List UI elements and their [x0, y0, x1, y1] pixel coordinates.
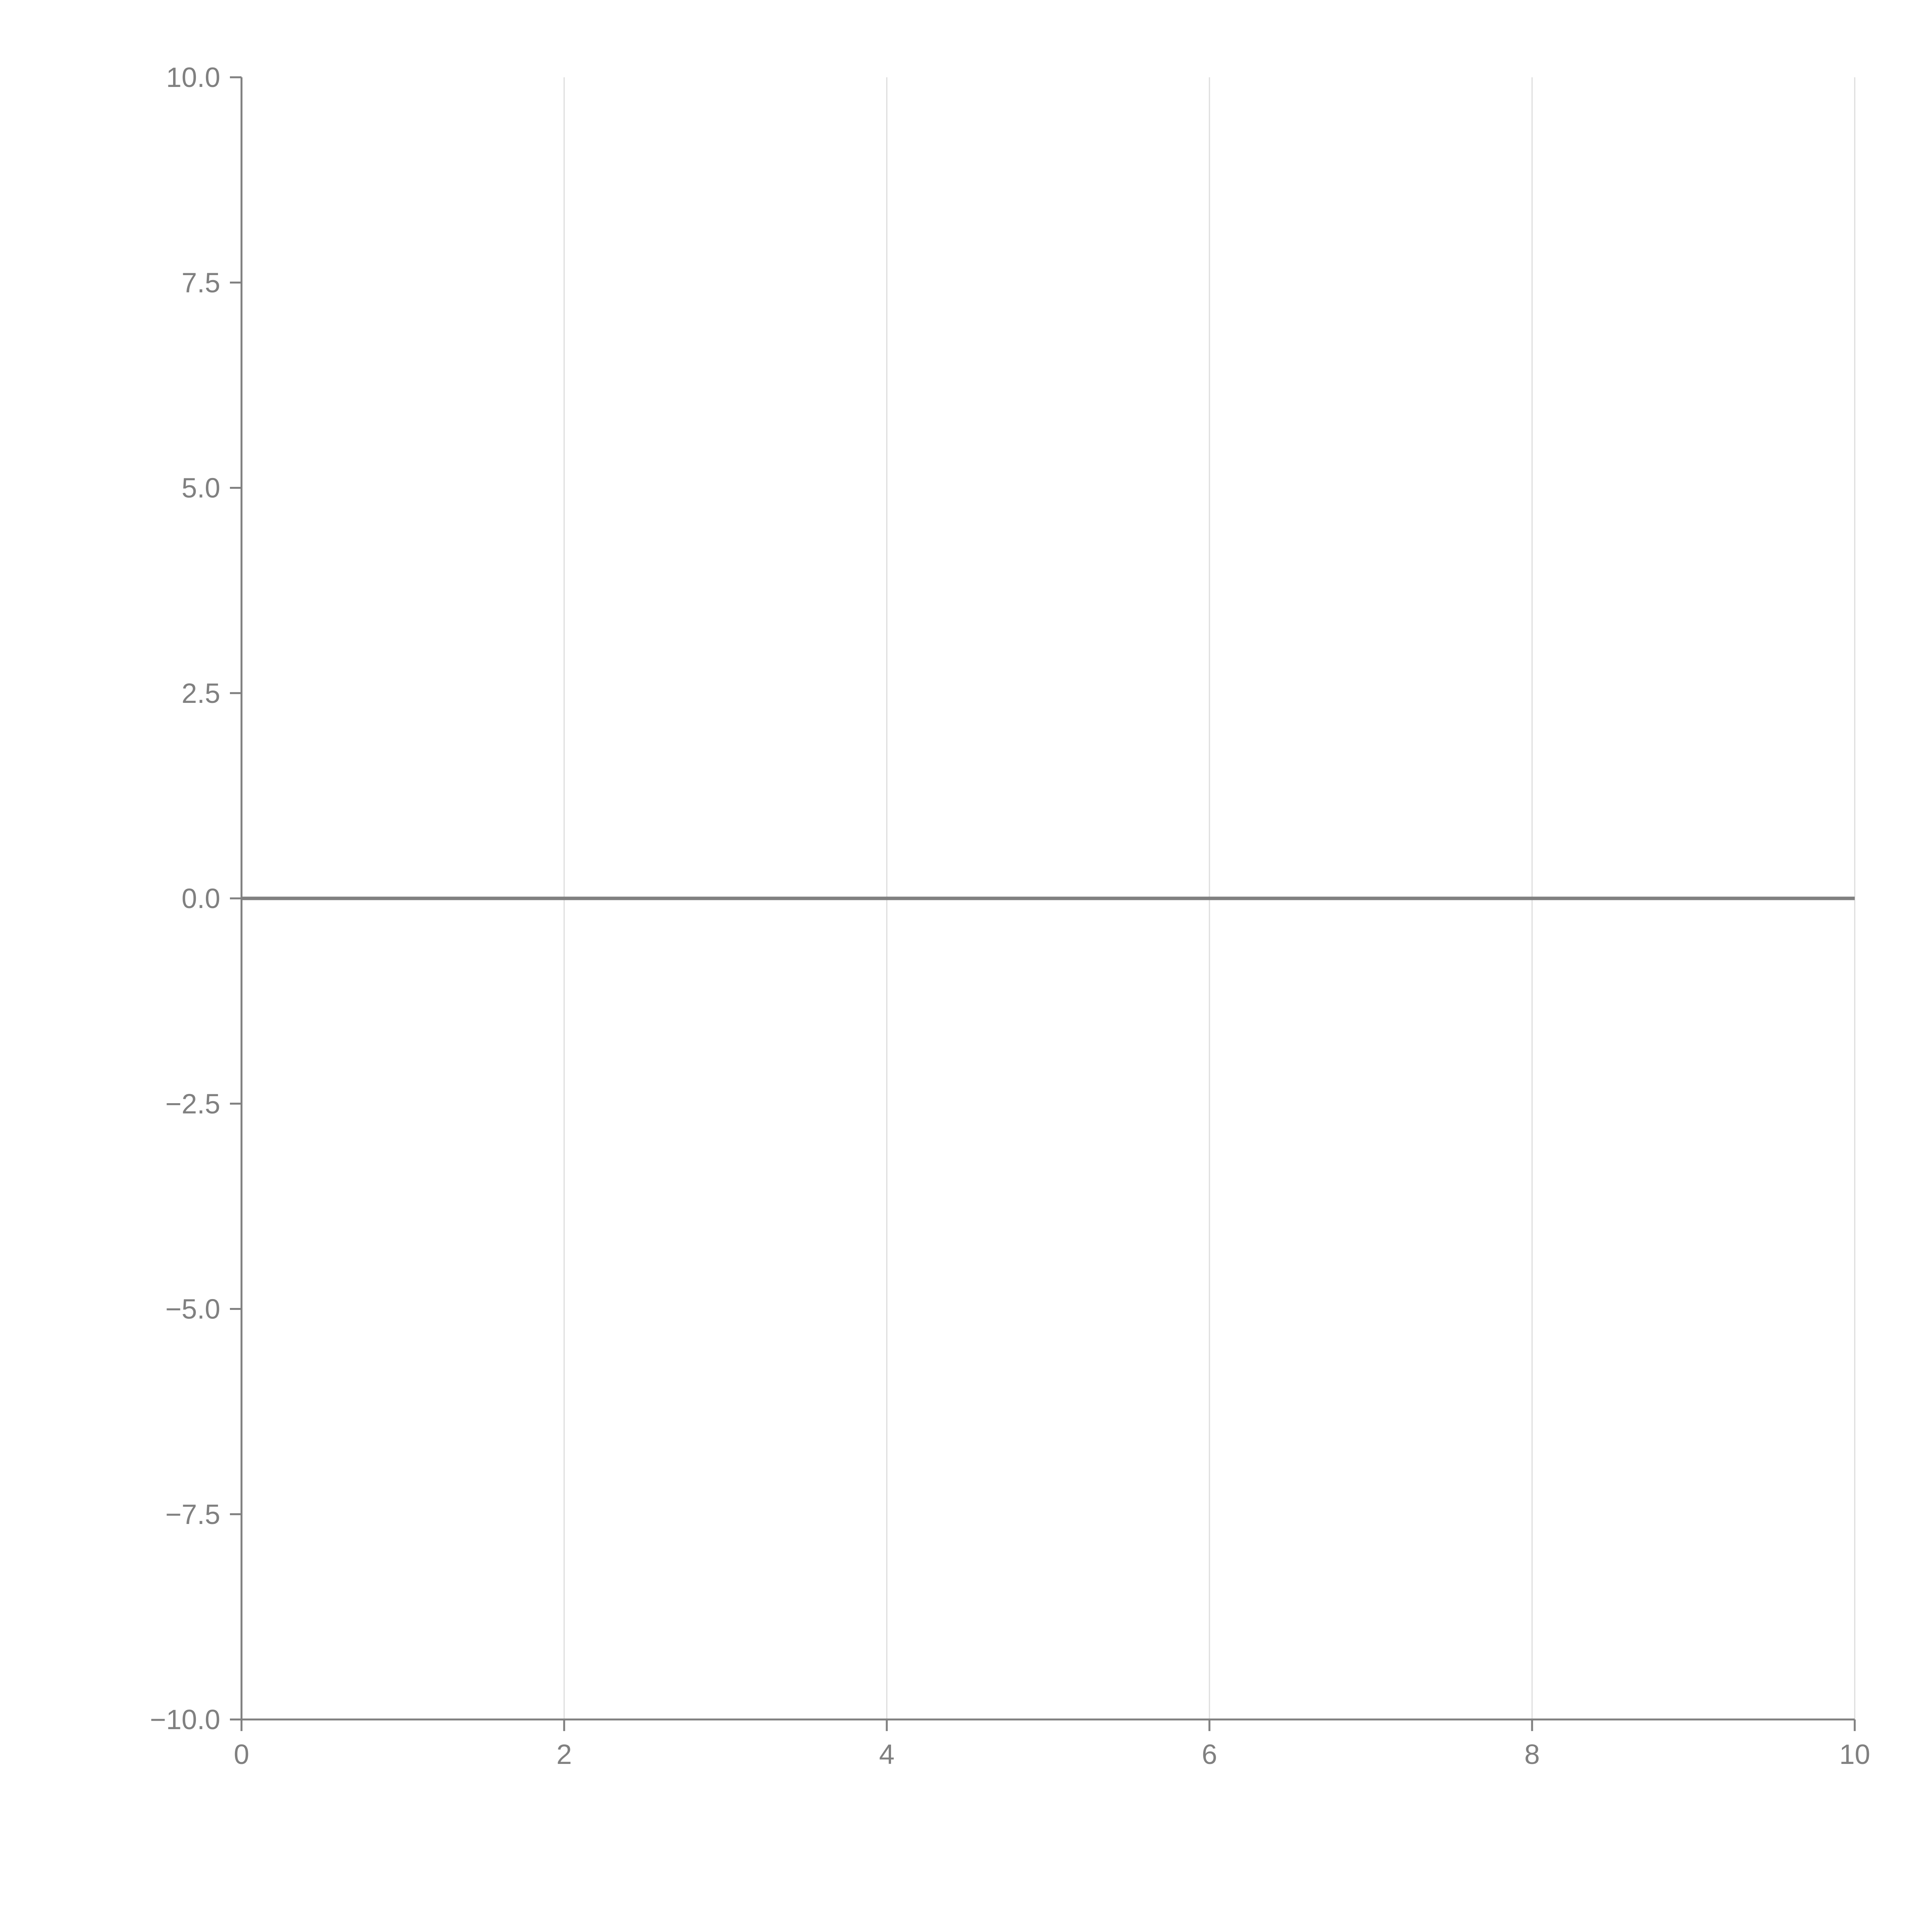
y-tick-label: 0.0 — [182, 883, 220, 914]
y-tick-label: −2.5 — [165, 1088, 220, 1119]
x-tick-label: 4 — [879, 1739, 895, 1770]
y-tick-label: 10.0 — [166, 62, 220, 93]
y-tick-label: −10.0 — [150, 1704, 220, 1735]
annotation-label: PEO — [0, 0, 114, 12]
y-tick-label: 2.5 — [182, 678, 220, 709]
x-tick-label: 0 — [234, 1739, 249, 1770]
y-tick-label: 7.5 — [182, 267, 220, 298]
x-tick-label: 10 — [1839, 1739, 1870, 1770]
y-tick-label: −5.0 — [165, 1294, 220, 1325]
x-tick-label: 8 — [1524, 1739, 1540, 1770]
y-tick-label: −7.5 — [165, 1499, 220, 1530]
annotations: PEO — [0, 0, 114, 12]
axes: 0 2 4 6 8 10 10.0 7.5 5.0 2.5 0.0 −2.5 −5.0 −7.5 −10.0 — [150, 62, 1870, 1770]
y-tick-label: 5.0 — [182, 473, 220, 504]
x-tick-label: 6 — [1202, 1739, 1217, 1770]
x-tick-label: 2 — [556, 1739, 572, 1770]
